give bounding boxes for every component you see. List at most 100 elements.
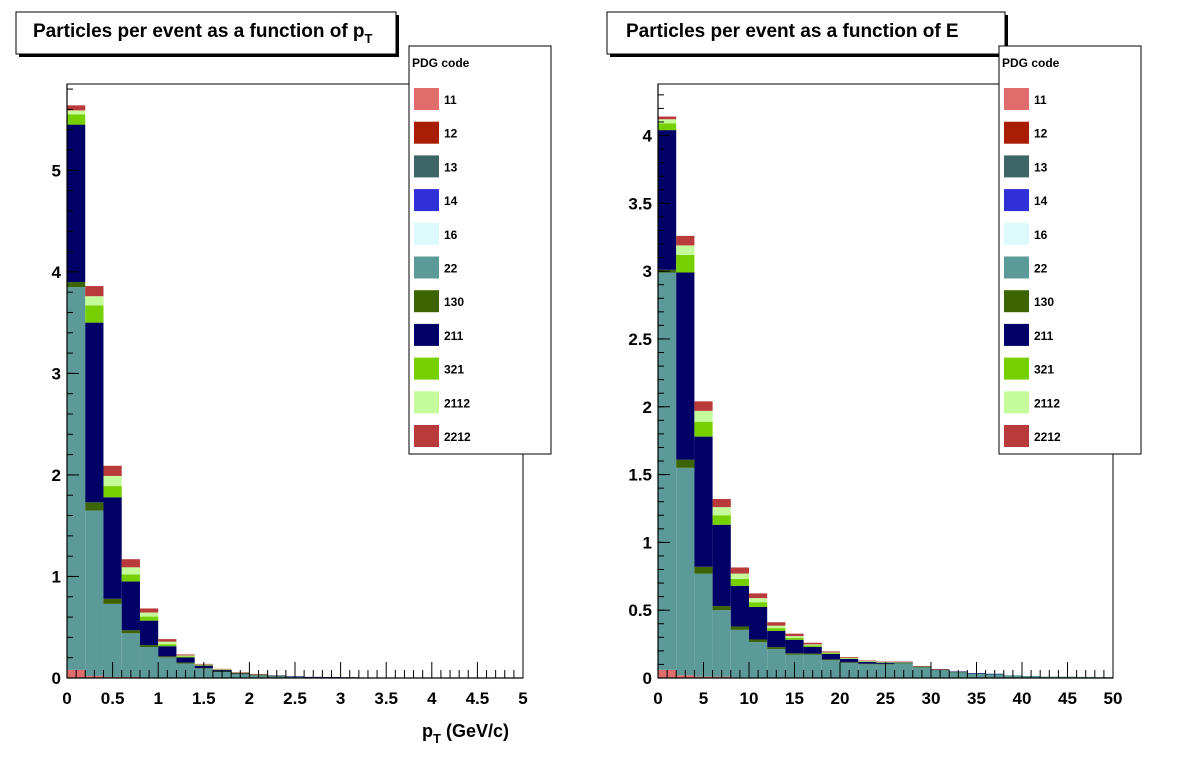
energy-bar-2112-bin-11 bbox=[858, 661, 877, 662]
pt-bar-130-bin-4 bbox=[139, 645, 159, 648]
energy-chart-title: Particles per event as a function of E bbox=[626, 21, 959, 42]
pt-bar-2212-bin-0 bbox=[67, 105, 86, 111]
energy-legend-swatch-12 bbox=[1004, 121, 1029, 144]
pt-bar-2212-bin-5 bbox=[158, 639, 177, 642]
pt-x-tick-label: 0 bbox=[62, 689, 71, 708]
energy-bar-22-bin-6 bbox=[767, 649, 786, 678]
energy-bar-22-bin-9 bbox=[821, 660, 840, 678]
energy-y-tick-label: 1.5 bbox=[628, 466, 652, 485]
energy-legend-label-13: 13 bbox=[1034, 160, 1048, 174]
energy-bar-211-bin-9 bbox=[821, 653, 840, 660]
energy-y-tick-label: 2 bbox=[643, 398, 652, 417]
pt-legend-label-11: 11 bbox=[444, 93, 457, 107]
pt-bar-2112-bin-0 bbox=[67, 110, 86, 115]
energy-bar-130-bin-14 bbox=[912, 666, 931, 668]
pt-legend-swatch-130 bbox=[414, 290, 439, 313]
energy-bar-2112-bin-1 bbox=[676, 245, 695, 255]
energy-bar-321-bin-1 bbox=[676, 254, 695, 273]
pt-bar-22-bin-5 bbox=[158, 657, 177, 678]
pt-y-tick-label: 1 bbox=[52, 567, 61, 586]
energy-legend-label-321: 321 bbox=[1034, 363, 1054, 377]
energy-bar-2212-bin-15 bbox=[931, 669, 950, 670]
pt-x-tick-label: 2.5 bbox=[283, 689, 307, 708]
energy-bar-2212-bin-7 bbox=[785, 633, 804, 637]
pt-bar-321-bin-4 bbox=[139, 616, 159, 621]
pt-bar-2112-bin-3 bbox=[121, 567, 140, 575]
pt-x-tick-label: 0.5 bbox=[101, 689, 125, 708]
pt-bar-2212-bin-8 bbox=[212, 668, 232, 670]
pt-x-tick-label: 4 bbox=[427, 689, 437, 708]
energy-bar-2112-bin-8 bbox=[803, 644, 822, 646]
energy-bar-130-bin-10 bbox=[840, 662, 859, 663]
energy-bar-2112-bin-13 bbox=[894, 661, 913, 663]
pt-bar-130-bin-1 bbox=[85, 502, 104, 511]
energy-bar-2212-bin-0 bbox=[658, 116, 677, 120]
pt-x-tick-label: 3.5 bbox=[374, 689, 398, 708]
energy-legend-swatch-2212 bbox=[1004, 425, 1029, 447]
pt-legend-swatch-211 bbox=[414, 323, 439, 346]
energy-bar-2212-bin-11 bbox=[858, 660, 877, 662]
energy-x-tick-label: 30 bbox=[922, 689, 941, 708]
pt-bar-321-bin-3 bbox=[121, 574, 140, 582]
energy-x-tick-label: 20 bbox=[831, 689, 850, 708]
energy-y-tick-label: 0 bbox=[643, 669, 652, 688]
energy-bar-321-bin-10 bbox=[840, 658, 859, 659]
pt-legend-label-130: 130 bbox=[444, 295, 464, 309]
pt-bar-321-bin-2 bbox=[103, 486, 122, 498]
pt-x-tick-label: 1 bbox=[153, 689, 162, 708]
pt-bar-2112-bin-1 bbox=[85, 296, 104, 306]
pt-bar-321-bin-1 bbox=[85, 305, 104, 323]
pt-bar-22-bin-1 bbox=[85, 510, 104, 676]
energy-bar-321-bin-0 bbox=[658, 123, 677, 131]
pt-bar-22-bin-4 bbox=[139, 647, 159, 678]
energy-bar-321-bin-11 bbox=[858, 661, 877, 662]
pt-x-axis-title: pT (GeV/c) bbox=[422, 721, 509, 746]
energy-bar-130-bin-2 bbox=[694, 566, 713, 574]
pt-bar-211-bin-3 bbox=[121, 581, 140, 631]
pt-y-tick-label: 5 bbox=[52, 161, 61, 180]
pt-x-tick-label: 1.5 bbox=[192, 689, 216, 708]
energy-bar-22-bin-1 bbox=[676, 467, 695, 676]
energy-legend-label-130: 130 bbox=[1034, 295, 1054, 309]
energy-bar-211-bin-10 bbox=[840, 658, 859, 663]
pt-bar-2112-bin-6 bbox=[176, 655, 195, 657]
pt-bar-211-bin-4 bbox=[139, 620, 159, 645]
energy-bar-130-bin-6 bbox=[767, 647, 786, 650]
pt-bar-321-bin-0 bbox=[67, 114, 86, 125]
pt-legend-title: PDG code bbox=[412, 56, 470, 70]
pt-legend-label-2112: 2112 bbox=[444, 396, 470, 410]
energy-x-tick-label: 45 bbox=[1058, 689, 1077, 708]
energy-legend-swatch-22 bbox=[1004, 256, 1029, 279]
energy-bar-2112-bin-10 bbox=[840, 657, 859, 659]
energy-bar-321-bin-2 bbox=[694, 421, 713, 437]
pt-legend-label-12: 12 bbox=[444, 127, 458, 141]
energy-axes: 0 5 10 15 20 25 30 35 40 45 50 0 0.5 1 1.5 2 2.5 3 3.5 4 bbox=[628, 84, 1122, 708]
pt-bar-2112-bin-2 bbox=[103, 475, 122, 487]
energy-legend-swatch-321 bbox=[1004, 357, 1029, 380]
energy-bar-22-bin-2 bbox=[694, 573, 713, 677]
energy-bar-211-bin-11 bbox=[858, 661, 877, 664]
pt-x-tick-label: 2 bbox=[245, 689, 254, 708]
energy-bar-22-bin-4 bbox=[730, 629, 749, 678]
energy-legend-label-211: 211 bbox=[1034, 329, 1054, 343]
energy-bar-2212-bin-13 bbox=[894, 661, 913, 663]
energy-legend-swatch-211 bbox=[1004, 323, 1029, 346]
pt-bar-2212-bin-2 bbox=[103, 465, 122, 476]
energy-bar-130-bin-13 bbox=[894, 662, 913, 664]
energy-bar-2212-bin-10 bbox=[840, 657, 859, 658]
energy-bar-2112-bin-4 bbox=[730, 573, 749, 579]
pt-bar-321-bin-8 bbox=[212, 669, 232, 671]
energy-x-tick-label: 15 bbox=[785, 689, 804, 708]
pt-y-tick-label: 3 bbox=[52, 364, 61, 383]
energy-chart-panel: 0 5 10 15 20 25 30 35 40 45 50 0 0.5 1 1.5 2 2.5 3 3.5 4 Pa… bbox=[606, 11, 1142, 708]
pt-legend-label-16: 16 bbox=[444, 228, 458, 242]
energy-bar-2112-bin-3 bbox=[712, 507, 731, 516]
energy-bar-321-bin-8 bbox=[803, 645, 822, 647]
pt-legend-swatch-11 bbox=[414, 88, 439, 110]
pt-legend-swatch-22 bbox=[414, 256, 439, 279]
energy-legend-swatch-11 bbox=[1004, 88, 1029, 110]
pt-legend-label-22: 22 bbox=[444, 262, 458, 276]
pt-y-tick-label: 2 bbox=[52, 466, 61, 485]
energy-bar-321-bin-4 bbox=[730, 579, 749, 586]
